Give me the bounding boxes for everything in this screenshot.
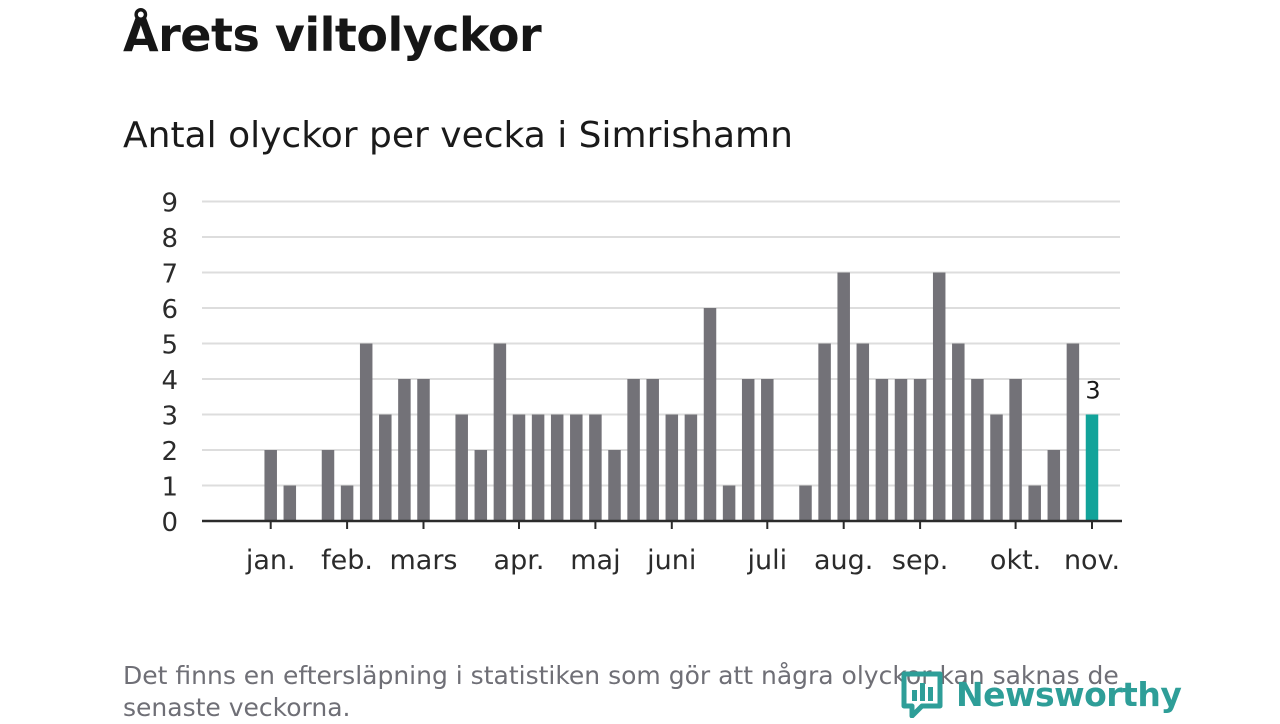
bar <box>493 343 507 521</box>
bar <box>1009 379 1022 521</box>
bar <box>818 343 831 521</box>
bar <box>932 272 946 521</box>
x-tick-label: sep. <box>892 545 948 576</box>
brand-logo: Newsworthy <box>900 668 1182 720</box>
bar <box>589 414 602 521</box>
data-labels: 3 <box>1085 377 1100 405</box>
x-tick-label: aug. <box>814 545 873 576</box>
bar <box>1047 450 1061 521</box>
bar <box>340 485 354 521</box>
bar <box>856 343 870 521</box>
bar <box>684 414 698 521</box>
bar <box>722 485 736 521</box>
y-tick-label: 4 <box>161 366 178 396</box>
bar <box>264 450 277 521</box>
x-axis-ticks: jan. feb. mars apr. maj juni juli aug. sep. okt. n… <box>245 521 1120 576</box>
x-tick-label: mars <box>389 545 457 576</box>
x-tick-label: juli <box>746 545 787 576</box>
y-tick-label: 0 <box>161 508 178 538</box>
bar <box>990 414 1003 521</box>
newsworthy-logo-icon <box>901 671 943 718</box>
bar <box>455 414 468 521</box>
grid-lines <box>202 200 1120 487</box>
bar <box>321 450 335 521</box>
y-axis-ticks: 0 1 2 3 4 5 6 7 8 9 <box>161 189 178 539</box>
bar <box>913 379 927 521</box>
bar <box>550 414 564 521</box>
y-tick-label: 1 <box>161 473 178 503</box>
bar <box>952 343 965 521</box>
bar <box>1066 343 1080 521</box>
bar <box>398 379 411 521</box>
bar <box>379 414 392 521</box>
bar <box>531 414 545 521</box>
y-tick-label: 2 <box>161 437 178 467</box>
y-tick-label: 9 <box>161 189 178 219</box>
bar <box>741 379 755 521</box>
bar <box>570 414 583 521</box>
data-label: 3 <box>1085 377 1100 405</box>
bar <box>703 308 717 521</box>
bar <box>627 379 640 521</box>
y-tick-label: 3 <box>161 402 178 432</box>
bar <box>799 485 812 521</box>
bars <box>264 272 1099 521</box>
x-tick-label: feb. <box>321 545 373 576</box>
bar <box>283 485 297 521</box>
bar <box>417 379 430 521</box>
bar <box>894 379 908 521</box>
bar-chart: 0 1 2 3 4 5 6 7 8 9 3 jan. feb. mars apr. maj juni juli… <box>161 189 1122 576</box>
bar <box>1028 485 1041 521</box>
x-tick-label: nov. <box>1064 545 1120 576</box>
chart-title: Årets viltolyckor <box>123 8 542 62</box>
chart-subtitle: Antal olyckor per vecka i Simrishamn <box>123 115 793 156</box>
bar <box>474 450 488 521</box>
y-tick-label: 8 <box>161 224 178 254</box>
brand-name: Newsworthy <box>956 674 1182 714</box>
bar <box>512 414 526 521</box>
x-tick-label: okt. <box>990 545 1041 576</box>
x-tick-label: apr. <box>494 545 545 576</box>
footnote: Det finns en eftersläpning i statistiken… <box>123 661 1119 722</box>
bar <box>971 379 984 521</box>
bar <box>608 450 621 521</box>
x-tick-label: jan. <box>245 545 296 576</box>
bar <box>875 379 889 521</box>
y-tick-label: 6 <box>161 295 178 325</box>
bar <box>646 379 659 521</box>
bar <box>665 414 679 521</box>
y-tick-label: 5 <box>161 331 178 361</box>
bar-highlight <box>1085 414 1099 521</box>
y-tick-label: 7 <box>161 260 178 290</box>
x-tick-label: juni <box>646 545 696 576</box>
x-tick-label: maj <box>570 545 620 576</box>
bar <box>761 379 774 521</box>
bar <box>837 272 850 521</box>
bar <box>359 343 373 521</box>
